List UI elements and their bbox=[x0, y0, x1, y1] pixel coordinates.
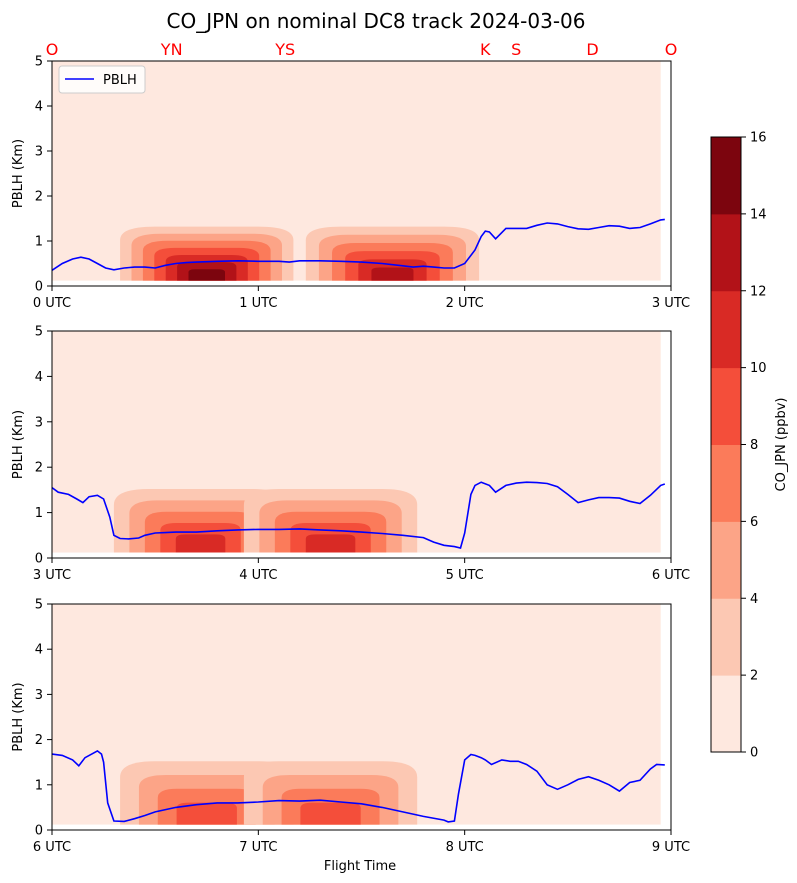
colorbar-segment bbox=[711, 137, 741, 215]
site-label: O bbox=[46, 40, 59, 59]
colorbar-tick-label: 16 bbox=[750, 131, 767, 146]
y-axis-label: PBLH (Km) bbox=[11, 410, 26, 479]
y-tick-label: 0 bbox=[35, 552, 43, 567]
y-axis-label: PBLH (Km) bbox=[11, 682, 26, 751]
y-tick-label: 3 bbox=[35, 688, 43, 703]
panel: 0 1 2 3 4 5 PBLH (Km) 3 UTC 4 UTC 5 UTC 6 UTC bbox=[11, 325, 690, 584]
y-tick-label: 1 bbox=[35, 235, 43, 250]
x-tick-label: 8 UTC bbox=[446, 840, 484, 855]
site-labels: O YN YS K S D O bbox=[46, 40, 678, 59]
y-tick-label: 2 bbox=[35, 733, 43, 748]
colorbar-tick-label: 4 bbox=[750, 592, 758, 607]
colorbar-tick-label: 14 bbox=[750, 207, 767, 222]
colorbar-segment bbox=[711, 290, 741, 369]
legend-label: PBLH bbox=[103, 73, 137, 88]
colorbar-tick-label: 6 bbox=[750, 515, 758, 530]
x-tick-label: 6 UTC bbox=[652, 568, 690, 583]
x-axis-label: Flight Time bbox=[324, 859, 396, 874]
site-label: S bbox=[511, 40, 521, 59]
colorbar-tick-label: 10 bbox=[750, 361, 767, 376]
site-label: YN bbox=[160, 40, 183, 59]
x-tick-label: 3 UTC bbox=[33, 568, 71, 583]
y-tick-label: 5 bbox=[35, 325, 43, 340]
pblh-line bbox=[51, 749, 665, 823]
y-tick-label: 5 bbox=[35, 598, 43, 613]
y-tick-label: 3 bbox=[35, 415, 43, 430]
site-label: K bbox=[480, 40, 491, 59]
x-tick-label: 1 UTC bbox=[239, 296, 277, 311]
site-label: O bbox=[665, 40, 678, 59]
x-tick-label: 4 UTC bbox=[239, 568, 277, 583]
y-tick-label: 1 bbox=[35, 506, 43, 521]
co-contour-level bbox=[305, 534, 356, 553]
site-label: YS bbox=[274, 40, 295, 59]
colorbar-segment bbox=[711, 598, 741, 676]
x-tick-label: 6 UTC bbox=[33, 840, 71, 855]
axes-frame bbox=[51, 330, 672, 559]
y-tick-label: 4 bbox=[35, 643, 43, 658]
x-tick-label: 2 UTC bbox=[446, 296, 484, 311]
colorbar-segment bbox=[711, 675, 741, 753]
colorbar-segment bbox=[711, 367, 741, 445]
y-tick-label: 1 bbox=[35, 778, 43, 793]
colorbar-tick-label: 2 bbox=[750, 669, 758, 684]
axes-frame bbox=[51, 60, 672, 287]
co-contour-level bbox=[300, 802, 361, 825]
co-contour-level bbox=[176, 802, 237, 825]
y-tick-label: 4 bbox=[35, 100, 43, 115]
x-tick-label: 0 UTC bbox=[33, 296, 71, 311]
colorbar: 0 2 4 6 8 10 12 14 16 CO_JPN (ppbv) bbox=[710, 131, 789, 761]
co-contour-level bbox=[371, 267, 414, 281]
y-tick-label: 2 bbox=[35, 190, 43, 205]
x-tick-label: 5 UTC bbox=[446, 568, 484, 583]
y-tick-label: 5 bbox=[35, 55, 43, 70]
y-axis-label: PBLH (Km) bbox=[11, 139, 26, 208]
x-tick-label: 3 UTC bbox=[652, 296, 690, 311]
colorbar-segment bbox=[711, 213, 741, 292]
co-contour-level bbox=[175, 534, 226, 553]
legend: PBLH bbox=[58, 65, 146, 94]
pblh-line bbox=[51, 481, 666, 549]
pblh-line bbox=[51, 218, 665, 271]
colorbar-segment bbox=[711, 444, 741, 522]
x-tick-label: 9 UTC bbox=[652, 840, 690, 855]
y-tick-label: 3 bbox=[35, 145, 43, 160]
panel: 0 1 2 3 4 5 PBLH (Km) 6 UTC 7 UTC 8 UTC 9 UTC bbox=[11, 598, 690, 856]
y-tick-label: 2 bbox=[35, 461, 43, 476]
colorbar-label: CO_JPN (ppbv) bbox=[774, 398, 789, 492]
y-tick-label: 0 bbox=[35, 824, 43, 839]
colorbar-tick-label: 8 bbox=[750, 438, 758, 453]
co-contour-level bbox=[188, 269, 225, 281]
colorbar-tick-label: 0 bbox=[750, 746, 758, 761]
colorbar-tick-label: 12 bbox=[750, 284, 767, 299]
y-tick-label: 4 bbox=[35, 370, 43, 385]
site-label: D bbox=[586, 40, 598, 59]
x-tick-label: 7 UTC bbox=[239, 840, 277, 855]
panel: 0 1 2 3 4 5 PBLH (Km) 0 UTC 1 UTC 2 UTC 3 UTC PBLH bbox=[11, 55, 690, 312]
axes-frame bbox=[51, 603, 672, 831]
colorbar-segment bbox=[711, 521, 741, 599]
legend-box bbox=[58, 65, 146, 94]
y-tick-label: 0 bbox=[35, 280, 43, 295]
chart-title: CO_JPN on nominal DC8 track 2024-03-06 bbox=[167, 9, 586, 33]
